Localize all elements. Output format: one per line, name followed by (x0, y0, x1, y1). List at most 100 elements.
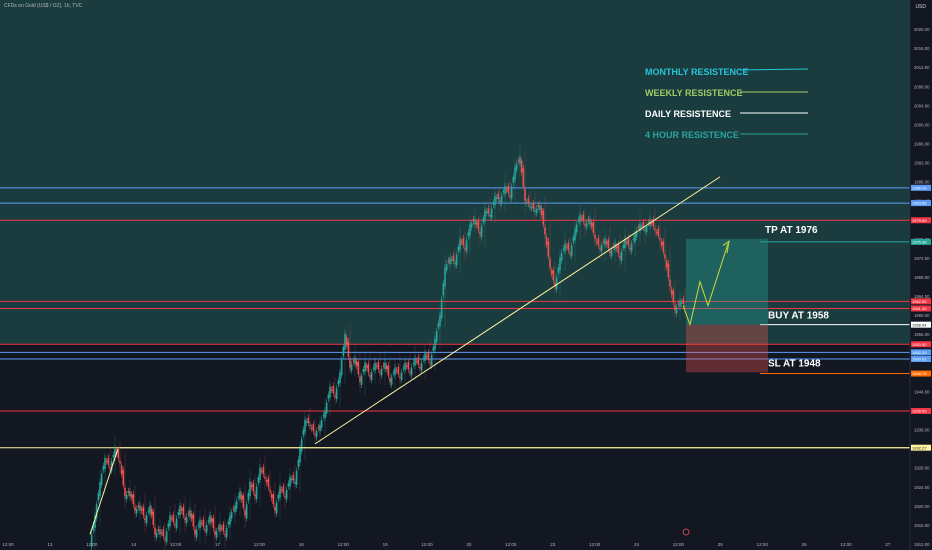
level-price-tag (911, 200, 931, 207)
candle-body (217, 527, 220, 529)
candle-body (610, 249, 613, 257)
candle-body (670, 289, 673, 295)
x-tick-label: 12:00 (170, 542, 182, 547)
candle-body (335, 388, 338, 400)
candle-body (242, 495, 245, 508)
candle-body (172, 514, 175, 522)
level-price-tag-label: 1962.90 (912, 299, 927, 304)
candle-body (222, 524, 225, 532)
candle-body (562, 248, 565, 250)
candle-body (535, 208, 538, 214)
candle-body (295, 470, 298, 485)
candle-body (657, 228, 660, 236)
candle-body (332, 386, 335, 394)
candle-body (307, 417, 310, 424)
y-tick-label: 2016.00 (914, 46, 930, 51)
candle-body (157, 529, 160, 532)
candle-body (227, 521, 230, 525)
y-tick-label: 2000.00 (914, 122, 930, 127)
candle-body (180, 508, 183, 511)
candle-body (327, 394, 330, 399)
candle-body (402, 367, 405, 369)
candle-body (607, 239, 610, 249)
candle-body (187, 513, 190, 515)
y-tick-label: 2020.00 (914, 27, 930, 32)
candle-body (585, 222, 588, 228)
candle-body (275, 502, 278, 514)
x-tick-label: 25 (718, 542, 724, 547)
candle-body (412, 362, 415, 364)
candle-body (247, 493, 250, 501)
candle-body (475, 222, 478, 225)
y-tick-label: 1916.00 (914, 523, 930, 528)
candle-body (280, 489, 283, 491)
candle-body (352, 360, 355, 362)
level-price-tag (911, 238, 931, 245)
y-tick-label: 1972.00 (914, 256, 930, 261)
candle-body (297, 459, 300, 468)
level-price-tag-label: 1953.90 (912, 342, 927, 347)
candle-body (512, 176, 515, 183)
x-tick-label: 12:00 (589, 542, 601, 547)
candle-body (277, 494, 280, 499)
candle-body (395, 370, 398, 372)
candle-body (107, 457, 110, 465)
candle-body (665, 260, 668, 268)
candle-body (137, 505, 140, 508)
candle-body (582, 214, 585, 222)
candle-body (415, 360, 418, 362)
candle-body (445, 264, 448, 271)
candle-body (170, 518, 173, 520)
candle-body (590, 222, 593, 227)
candle-body (542, 211, 545, 225)
candle-body (105, 461, 108, 463)
x-tick-label: 20 (466, 542, 472, 547)
candle-body (555, 277, 558, 290)
candle-body (675, 307, 678, 314)
candle-body (522, 168, 525, 187)
candle-body (252, 482, 255, 492)
x-tick-label: 27 (885, 542, 891, 547)
candle-body (272, 494, 275, 505)
candle-body (167, 523, 170, 528)
candle-body (237, 496, 240, 498)
candle-body (465, 240, 468, 252)
candle-body (435, 331, 438, 342)
x-tick-label: 23 (550, 542, 556, 547)
candle-body (142, 506, 145, 516)
candle-body (375, 365, 378, 367)
candle-body (470, 222, 473, 228)
candle-body (245, 504, 248, 519)
candle-body (262, 467, 265, 475)
candle-body (120, 465, 123, 475)
y-tick-label: 2008.00 (914, 84, 930, 89)
candle-body (367, 363, 370, 373)
candle-body (652, 219, 655, 227)
candle-body (477, 220, 480, 230)
candle-body (490, 208, 493, 218)
candle-body (480, 226, 483, 237)
candles (90, 145, 686, 550)
legend-label: DAILY RESISTENCE (645, 109, 731, 119)
candle-body (267, 478, 270, 487)
legend-label: 4 HOUR RESISTENCE (645, 130, 739, 140)
projection-arrow (682, 243, 729, 327)
level-price-tag (911, 444, 931, 451)
candle-body (417, 357, 420, 365)
candle-body (620, 251, 623, 261)
candle-body (602, 241, 605, 243)
candle-body (560, 253, 563, 261)
candle-body (455, 254, 458, 266)
level-price-tag (911, 349, 931, 356)
candle-body (592, 222, 595, 233)
candle-body (182, 506, 185, 516)
candle-body (427, 352, 430, 360)
candle-body (300, 439, 303, 452)
candle-body (410, 367, 413, 376)
level-price-tag-label: 1950.81 (912, 357, 927, 362)
candle-body (215, 531, 218, 538)
level-price-tag (911, 356, 931, 363)
candle-body (630, 243, 633, 252)
